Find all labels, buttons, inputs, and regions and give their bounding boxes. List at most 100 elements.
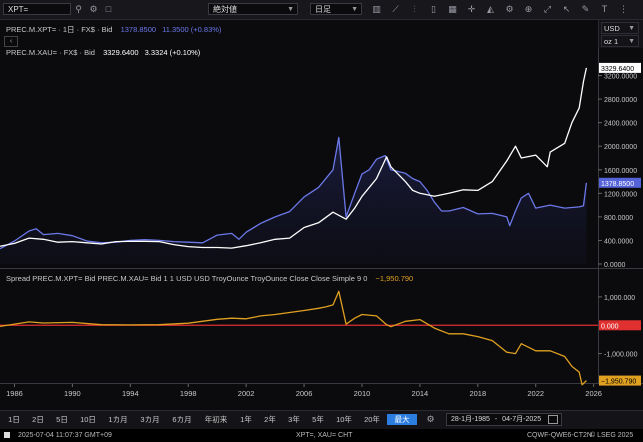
status-code: CQWF-QWE6-CT2N bbox=[527, 432, 592, 439]
gold-line bbox=[0, 67, 588, 249]
platinum-area bbox=[0, 137, 587, 264]
ric-input-box[interactable]: XPT= bbox=[3, 3, 71, 15]
y-tick-label: 1600.0000 bbox=[604, 168, 637, 175]
unit-select[interactable]: oz 1 ▼ bbox=[601, 35, 639, 47]
period-button-2[interactable]: 5日 bbox=[56, 415, 68, 424]
legend-platinum: PREC.M.XPT= · 1日 · FX$ · Bid 1378.8500 1… bbox=[6, 24, 221, 35]
status-copyright: © LSEG 2025 bbox=[590, 432, 634, 439]
mode-select[interactable]: 絶対値 ▼ bbox=[208, 3, 298, 15]
period-button-1[interactable]: 2日 bbox=[32, 415, 44, 424]
period-button-6[interactable]: 6カ月 bbox=[172, 415, 192, 424]
period-button-12[interactable]: 10年 bbox=[336, 415, 352, 424]
spread-y-tick-label: -1,000.000 bbox=[604, 352, 638, 359]
zero-label: 0.000 bbox=[601, 323, 619, 330]
y-tick-label: 400.0000 bbox=[604, 238, 633, 245]
text-icon[interactable]: T bbox=[601, 4, 608, 14]
gear-icon[interactable]: ⚙ bbox=[89, 4, 98, 14]
period-button-4[interactable]: 1カ月 bbox=[108, 415, 128, 424]
currency-select[interactable]: USD ▼ bbox=[601, 22, 639, 34]
legend-platinum-label: PREC.M.XPT= · 1日 · FX$ · Bid bbox=[6, 25, 113, 34]
platinum-last-label: 1378.8500 bbox=[601, 181, 634, 188]
currency-label: USD bbox=[604, 24, 620, 33]
x-tick-label: 2022 bbox=[527, 389, 544, 398]
x-tick-label: 2006 bbox=[296, 389, 313, 398]
status-bar: 2025-07-04 11:07:37 GMT+09 XPT=, XAU= CH… bbox=[0, 429, 643, 442]
status-square-icon bbox=[4, 432, 10, 438]
x-tick-label: 2018 bbox=[469, 389, 486, 398]
chevron-down-icon: ▼ bbox=[628, 25, 635, 32]
chevron-down-icon: ▼ bbox=[628, 38, 635, 45]
period-button-9[interactable]: 2年 bbox=[264, 415, 276, 424]
zero-label-bg bbox=[599, 320, 641, 331]
settings-icon[interactable]: ⚙ bbox=[505, 4, 514, 14]
period-button-3[interactable]: 10日 bbox=[80, 415, 96, 424]
period-button-7[interactable]: 年初来 bbox=[204, 415, 228, 424]
cursor-icon[interactable]: ↖ bbox=[562, 4, 571, 14]
spread-line bbox=[0, 290, 587, 386]
y-tick-label: 800.0000 bbox=[604, 215, 633, 222]
gold-last-label: 3329.6400 bbox=[601, 66, 634, 73]
period-button-8[interactable]: 1年 bbox=[240, 415, 252, 424]
legend-spread-value: −1,950.790 bbox=[375, 274, 414, 283]
period-button-14[interactable]: 最大 bbox=[387, 414, 417, 425]
interval-select[interactable]: 日足 ▼ bbox=[310, 3, 362, 15]
y-tick-label: 0.0000 bbox=[604, 262, 626, 269]
status-datetime: 2025-07-04 11:07:37 GMT+09 bbox=[18, 432, 112, 439]
more-icon[interactable]: ⋮ bbox=[619, 4, 628, 14]
legend-spread: Spread PREC.M.XPT= Bid PREC.M.XAU= Bid 1… bbox=[6, 274, 413, 283]
x-tick-label: 2014 bbox=[412, 389, 429, 398]
expand-icon[interactable]: ⤢ bbox=[543, 4, 552, 14]
pen-icon[interactable]: ✎ bbox=[581, 4, 590, 14]
legend-gold-label: PREC.M.XAU= · FX$ · Bid bbox=[6, 48, 95, 57]
period-bar: 1日 2日 5日 10日 1カ月 3カ月 6カ月 年初来 1年 2年 3年 5年 10年 20年 最大 ⚙ … bbox=[0, 410, 643, 429]
period-button-11[interactable]: 5年 bbox=[312, 415, 324, 424]
x-tick-label: 1998 bbox=[180, 389, 197, 398]
chart-ohlc-icon[interactable]: ⫶ bbox=[413, 4, 416, 14]
spread-last-label: −1,950.790 bbox=[601, 379, 636, 386]
x-tick-label: 2026 bbox=[585, 389, 602, 398]
chart-mountain-icon[interactable]: ◭ bbox=[487, 4, 494, 14]
period-button-0[interactable]: 1日 bbox=[8, 415, 20, 424]
search-icon[interactable]: ⚲ bbox=[75, 4, 82, 14]
calendar-icon[interactable] bbox=[548, 415, 558, 424]
chevron-down-icon: ▼ bbox=[287, 6, 294, 13]
chart-bar-icon[interactable]: ▥ bbox=[372, 4, 381, 14]
zoom-icon[interactable]: ⊕ bbox=[524, 4, 533, 14]
platinum-last-label-bg bbox=[599, 177, 641, 188]
settings-icon[interactable]: ⚙ bbox=[426, 414, 435, 424]
legend-platinum-value: 1378.8500 bbox=[120, 25, 157, 34]
date-range-from: 28-1月-1985 bbox=[451, 416, 490, 423]
legend-spread-label: Spread PREC.M.XPT= Bid PREC.M.XAU= Bid 1… bbox=[6, 274, 368, 283]
period-button-13[interactable]: 20年 bbox=[364, 415, 380, 424]
crosshair-icon[interactable]: ✛ bbox=[467, 4, 476, 14]
legend-gold-change: 3.3324 (+0.10%) bbox=[144, 48, 201, 57]
folder-icon[interactable]: □ bbox=[105, 4, 112, 14]
legend-gold: PREC.M.XAU= · FX$ · Bid 3329.6400 3.3324… bbox=[6, 48, 200, 57]
period-button-5[interactable]: 3カ月 bbox=[140, 415, 160, 424]
chart-line-icon[interactable]: ⟋ bbox=[392, 4, 399, 14]
ric-input[interactable]: XPT= bbox=[8, 5, 29, 14]
interval-select-label: 日足 bbox=[315, 5, 331, 14]
x-tick-label: 1994 bbox=[122, 389, 139, 398]
date-range-sep: - bbox=[494, 416, 498, 423]
period-button-10[interactable]: 3年 bbox=[288, 415, 300, 424]
date-range[interactable]: 28-1月-1985 - 04-7月-2025 bbox=[446, 413, 562, 426]
chevron-down-icon: ▼ bbox=[351, 6, 358, 13]
x-tick-label: 1986 bbox=[6, 389, 23, 398]
chart-candle-icon[interactable]: ▯ bbox=[431, 4, 436, 14]
spread-y-tick-label: 1,000.000 bbox=[604, 295, 635, 302]
x-tick-label: 2010 bbox=[354, 389, 371, 398]
price-axis-header: USD ▼ oz 1 ▼ bbox=[598, 20, 643, 48]
y-tick-label: 2400.0000 bbox=[604, 121, 637, 128]
collapse-button[interactable]: ‹ bbox=[4, 36, 18, 47]
spread-last-label-bg bbox=[599, 375, 641, 386]
grid-icon[interactable]: ▦ bbox=[448, 4, 457, 14]
mode-select-label: 絶対値 bbox=[213, 5, 237, 14]
x-tick-label: 1990 bbox=[64, 389, 81, 398]
y-tick-label: 2800.0000 bbox=[604, 97, 637, 104]
legend-gold-value: 3329.6400 bbox=[103, 48, 139, 57]
unit-label: oz 1 bbox=[604, 37, 619, 46]
status-ric: XPT=, XAU= CHT bbox=[296, 432, 353, 439]
toolbar: XPT= ⚲ ⚙ □ 絶対値 ▼ 日足 ▼ ▥ ⟋ ⫶ ▯ ▦ ✛ ◭ ⚙ ⊕ ⤢ ↖ ✎ T ⋮ bbox=[0, 0, 643, 20]
